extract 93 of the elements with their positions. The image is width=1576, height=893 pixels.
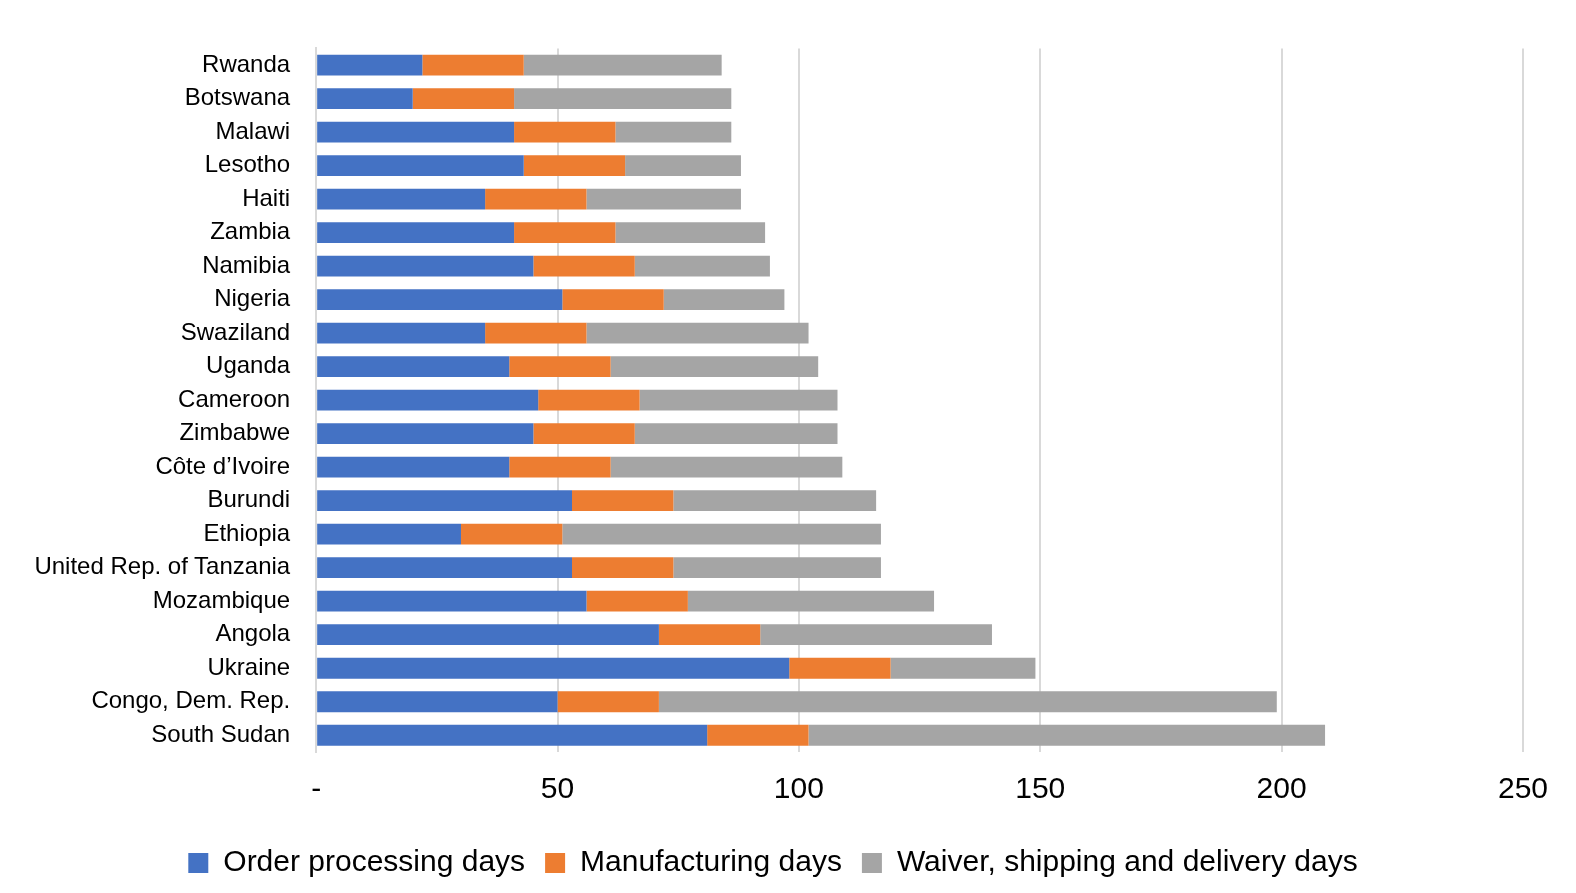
x-tick-label: 50 [540,771,575,805]
x-tick-label: 150 [1015,771,1066,805]
bar [658,624,761,646]
bar [673,490,877,512]
bar [317,724,708,746]
bar [317,456,510,478]
bar [789,657,891,679]
bar [317,490,573,512]
bar [317,155,524,177]
bar [673,557,881,579]
y-tick-label: Burundi [207,485,291,513]
x-tick-label: 250 [1497,771,1548,805]
bar [625,155,741,177]
bar [460,523,563,545]
bar [514,222,616,244]
y-tick-label: Zimbabwe [179,418,291,446]
y-tick-label: Nigeria [214,284,291,312]
bar [586,590,688,612]
y-tick-label: United Rep. of Tanzania [34,552,291,580]
y-tick-label: Namibia [202,250,291,278]
bar [523,54,722,76]
bar [317,557,573,579]
y-tick-label: Ethiopia [203,518,291,546]
bar [639,389,838,411]
bar [634,255,770,277]
y-tick-label: Rwanda [202,49,291,77]
legend-label: Manufacturing days [580,844,842,878]
bar [615,121,732,143]
bar [572,490,674,512]
bar [485,188,587,210]
bar [890,657,1036,679]
bar [533,423,635,445]
bar [523,155,626,177]
y-tick-label: Zambia [210,217,291,245]
bar [485,322,587,344]
bar [317,322,486,344]
bar [760,624,992,646]
bar [317,222,515,244]
y-tick-label: South Sudan [151,719,291,747]
y-tick-label: Angola [215,619,291,647]
bar [317,691,558,713]
bar [562,523,881,545]
bar [317,657,790,679]
x-tick-label: 200 [1256,771,1307,805]
bar [317,590,587,612]
y-tick-label: Mozambique [152,585,291,613]
bar [610,356,819,378]
y-tick-label: Ukraine [207,652,291,680]
bar [317,54,423,76]
bar [317,423,534,445]
bar [317,289,563,311]
bar [412,88,515,110]
bar [562,289,664,311]
bar [538,389,640,411]
x-tick-label: - [311,771,322,805]
bar [317,121,515,143]
bar [509,356,611,378]
bar [317,255,534,277]
bar [422,54,524,76]
bar [663,289,785,311]
legend-label: Waiver, shipping and delivery days [896,844,1358,878]
y-tick-label: Malawi [215,116,291,144]
bar [514,121,616,143]
y-tick-label: Swaziland [180,317,291,345]
bar [317,188,486,210]
bar [615,222,766,244]
y-tick-label: Côte d’Ivoire [155,451,291,479]
bar [317,389,539,411]
y-tick-label: Lesotho [204,150,291,178]
y-tick-label: Cameroon [178,384,291,412]
bar [687,590,935,612]
bar [610,456,843,478]
bar [514,88,732,110]
bar [808,724,1326,746]
bar [557,691,659,713]
bar [509,456,611,478]
legend-label: Order processing days [223,844,526,878]
bar [533,255,635,277]
bar [658,691,1277,713]
y-tick-label: Botswana [184,83,291,111]
x-tick-label: 100 [773,771,824,805]
y-tick-label: Haiti [242,183,291,211]
bar [317,356,510,378]
y-tick-label: Congo, Dem. Rep. [91,686,291,714]
bar [586,322,809,344]
bar [317,523,461,545]
y-tick-label: Uganda [206,351,291,379]
bar [586,188,741,210]
bar [572,557,674,579]
bar [317,88,413,110]
bar [707,724,809,746]
bar [317,624,659,646]
bar [634,423,838,445]
